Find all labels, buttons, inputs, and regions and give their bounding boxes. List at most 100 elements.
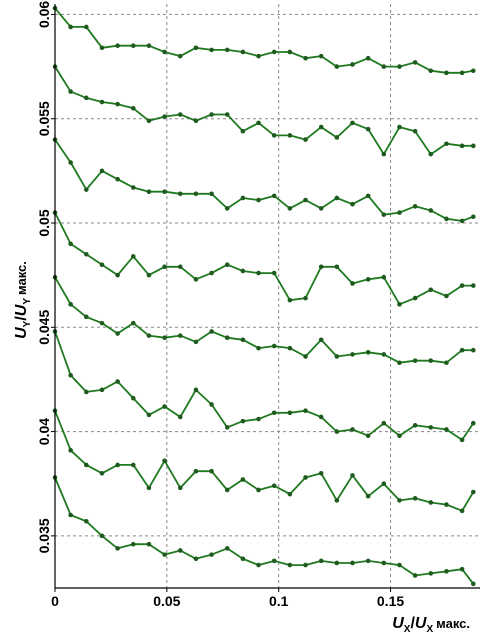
- data-point: [224, 262, 230, 268]
- y-axis-label-u1: U: [13, 327, 30, 339]
- data-point: [130, 320, 136, 326]
- data-point: [115, 272, 120, 278]
- data-point: [162, 404, 167, 409]
- data-point: [350, 427, 355, 432]
- data-point: [412, 573, 418, 578]
- data-point: [444, 569, 449, 574]
- data-point: [365, 126, 371, 132]
- data-point: [303, 197, 308, 203]
- y-axis-label-sub1: Y: [22, 320, 33, 327]
- data-point: [68, 160, 73, 165]
- series-line-5: [54, 276, 474, 364]
- data-point: [209, 191, 214, 197]
- data-point: [224, 546, 230, 551]
- data-point: [412, 358, 418, 363]
- data-point: [84, 314, 89, 320]
- data-point: [470, 68, 476, 74]
- series-line-7: [54, 410, 475, 512]
- data-point: [381, 64, 387, 69]
- data-point: [146, 189, 152, 195]
- data-point: [459, 70, 465, 76]
- data-point: [303, 562, 308, 568]
- x-tick-label: 0: [51, 593, 59, 609]
- data-point: [162, 189, 167, 195]
- x-tick-label: 0.05: [153, 593, 180, 609]
- data-point: [334, 195, 340, 201]
- data-point: [177, 414, 183, 420]
- data-point: [271, 483, 277, 489]
- data-point: [240, 268, 246, 274]
- data-point: [444, 502, 449, 507]
- data-point: [115, 101, 120, 107]
- data-point: [146, 485, 152, 491]
- x-axis-label-u2: U: [415, 615, 427, 632]
- data-point: [397, 302, 402, 307]
- data-point: [240, 477, 246, 482]
- data-point: [350, 201, 355, 207]
- data-point: [209, 402, 214, 407]
- data-point: [412, 423, 418, 428]
- data-point: [224, 487, 230, 493]
- data-point: [350, 62, 355, 67]
- data-point: [84, 187, 89, 192]
- x-axis-label-sub2: X: [426, 624, 433, 634]
- data-point: [444, 141, 449, 147]
- y-tick-label: 0.04: [36, 418, 52, 445]
- data-point: [115, 331, 120, 336]
- data-point: [146, 541, 152, 547]
- data-point: [444, 427, 449, 432]
- data-point: [162, 114, 167, 119]
- data-point: [287, 345, 293, 351]
- data-point: [412, 128, 418, 134]
- data-point: [334, 560, 340, 566]
- x-tick-label: 0.1: [269, 593, 289, 609]
- data-point: [287, 133, 293, 138]
- data-point: [350, 560, 355, 566]
- data-point: [470, 489, 476, 495]
- data-point: [303, 475, 308, 480]
- data-point: [130, 43, 136, 49]
- data-point: [162, 264, 167, 270]
- data-point: [256, 562, 261, 568]
- data-point: [318, 558, 324, 564]
- data-point: [334, 64, 340, 69]
- y-tick-label: 0.06: [36, 1, 52, 28]
- y-axis-label: UY/UYмакс.: [13, 261, 33, 339]
- data-point: [115, 176, 120, 182]
- data-point: [365, 493, 371, 499]
- data-point: [177, 53, 183, 59]
- data-point: [428, 287, 434, 293]
- data-point: [412, 60, 418, 65]
- data-point: [68, 302, 73, 307]
- data-point: [193, 45, 199, 51]
- y-axis-label-slash: /: [13, 316, 30, 321]
- data-point: [224, 425, 230, 430]
- data-point: [162, 335, 167, 341]
- data-point: [459, 566, 465, 572]
- data-point: [287, 49, 293, 55]
- data-point: [256, 487, 261, 493]
- data-point: [146, 412, 152, 418]
- data-point: [193, 556, 199, 562]
- data-point: [177, 548, 183, 553]
- data-point: [146, 118, 152, 124]
- data-point: [162, 458, 167, 464]
- data-point: [271, 270, 277, 276]
- data-point: [287, 491, 293, 497]
- series-line-6: [54, 331, 475, 441]
- data-point: [271, 410, 277, 416]
- data-point: [177, 485, 183, 491]
- data-point: [381, 352, 387, 357]
- data-point: [193, 118, 199, 124]
- data-point: [350, 352, 355, 357]
- data-point: [99, 45, 105, 51]
- data-point: [99, 99, 105, 105]
- data-point: [84, 251, 89, 257]
- data-point: [146, 43, 152, 49]
- data-point: [240, 418, 246, 424]
- data-point: [397, 562, 402, 568]
- data-point: [318, 337, 324, 343]
- data-point: [459, 508, 465, 514]
- data-point: [397, 64, 402, 69]
